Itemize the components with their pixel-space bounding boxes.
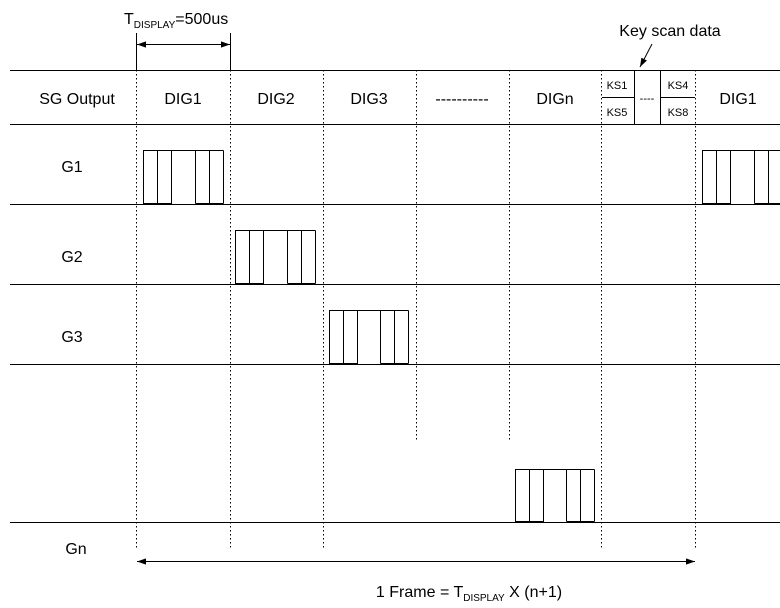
header-ks4: KS4 (668, 80, 689, 92)
pulse-waveforms (143, 150, 780, 522)
header-ks5: KS5 (607, 107, 628, 119)
header-ks8: KS8 (668, 107, 689, 119)
frame-label: 1 Frame = TDISPLAY X (n+1) (376, 584, 562, 604)
header-dig2: DIG2 (257, 91, 294, 108)
pulse-g1 (143, 150, 224, 204)
row-label-g1: G1 (61, 159, 82, 176)
pulse-g1-repeat (702, 150, 780, 204)
pulse-gn (515, 469, 595, 522)
row-lines (10, 70, 780, 523)
header-dig3: DIG3 (350, 91, 387, 108)
row-label-g2: G2 (61, 249, 82, 266)
row-label-gn: Gn (65, 541, 86, 558)
header-ks1: KS1 (607, 80, 628, 92)
key-scan-label: Key scan data (619, 23, 721, 40)
pulse-g3 (329, 310, 409, 364)
t-display-dimension (136, 33, 231, 70)
header-dig1-repeat: DIG1 (719, 91, 756, 108)
header-ellipsis: ---------- (435, 91, 488, 108)
key-scan-block (602, 70, 695, 124)
t-display-label: TDISPLAY=500us (124, 11, 228, 31)
row-label-g3: G3 (61, 329, 82, 346)
pulse-g2 (235, 230, 316, 284)
header-ks-mid: ---- (640, 93, 655, 105)
key-scan-pointer (639, 43, 653, 68)
header-sg-output: SG Output (39, 91, 115, 108)
column-dividers (136, 70, 696, 548)
header-dign: DIGn (536, 91, 573, 108)
header-dig1: DIG1 (164, 91, 201, 108)
